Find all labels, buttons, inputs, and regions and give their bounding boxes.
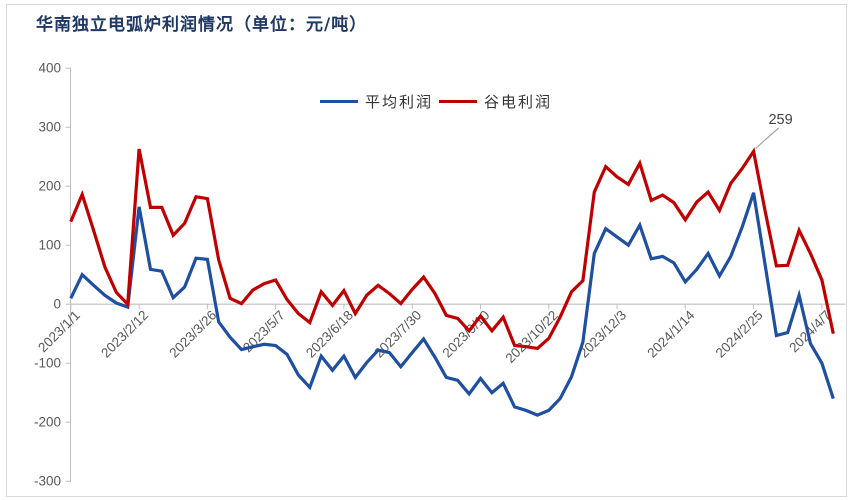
x-tick-label: 2024/2/25 <box>713 308 766 361</box>
x-tick-label: 2023/3/26 <box>166 308 219 361</box>
legend-line-blue <box>320 100 358 103</box>
x-tick-label: 2024/1/14 <box>644 307 697 360</box>
legend-line-red <box>439 100 478 103</box>
y-tick-label: 400 <box>38 61 61 76</box>
y-tick-label: -100 <box>34 356 61 371</box>
legend-label-average-profit: 平均利润 <box>365 93 434 111</box>
chart-legend: 平均利润 谷电利润 <box>320 91 552 112</box>
y-tick-label: 300 <box>38 120 61 135</box>
y-tick-label: 0 <box>53 297 61 312</box>
y-tick-label: 200 <box>38 179 61 194</box>
legend-label-valley-profit: 谷电利润 <box>484 93 553 111</box>
x-tick-label: 2023/2/12 <box>98 308 151 361</box>
valley-profit-line <box>69 147 835 351</box>
chart-title: 华南独立电弧炉利润情况（单位：元/吨） <box>36 15 368 35</box>
chart-frame <box>6 4 847 497</box>
x-tick-label: 2023/7/30 <box>371 308 424 361</box>
average-profit-line <box>69 192 835 417</box>
legend-item-valley-profit: 谷电利润 <box>439 91 552 112</box>
annotation-peak-value: 259 <box>768 112 792 128</box>
y-tick-label: 100 <box>38 238 61 253</box>
legend-item-average-profit: 平均利润 <box>320 91 433 112</box>
annotation-leader-line <box>755 127 779 149</box>
x-tick-label: 2023/1/1 <box>35 308 83 356</box>
y-tick-label: -200 <box>34 415 61 430</box>
y-tick-label: -300 <box>34 474 61 489</box>
